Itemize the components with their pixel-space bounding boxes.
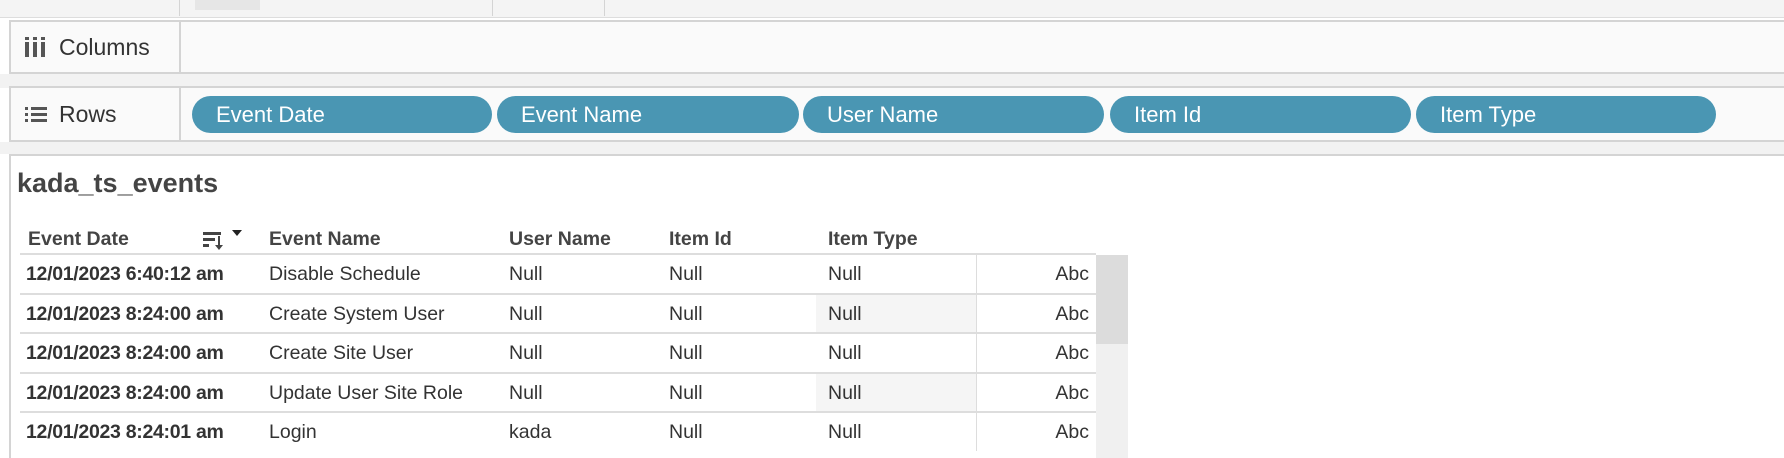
sort-descending-icon[interactable] bbox=[203, 228, 243, 250]
cell-event-date: 12/01/2023 6:40:12 am bbox=[26, 263, 224, 285]
pill-event-name[interactable]: Event Name bbox=[497, 96, 799, 133]
pill-event-date[interactable]: Event Date bbox=[192, 96, 492, 133]
divider bbox=[976, 294, 977, 333]
divider bbox=[179, 0, 180, 16]
cell-item-id: Null bbox=[669, 263, 703, 285]
vertical-scrollbar[interactable] bbox=[1096, 255, 1128, 458]
cell-shade bbox=[816, 294, 976, 333]
pill-item-type[interactable]: Item Type bbox=[1416, 96, 1716, 133]
cell-item-id: Null bbox=[669, 302, 703, 325]
cell-mark-abc: Abc bbox=[1055, 381, 1089, 404]
pill-user-name[interactable]: User Name bbox=[803, 96, 1104, 133]
cell-event-name: Update User Site Role bbox=[269, 381, 464, 404]
cell-user-name: Null bbox=[509, 263, 543, 285]
header-item-id[interactable]: Item Id bbox=[669, 228, 732, 250]
columns-shelf-label: Columns bbox=[11, 22, 181, 72]
cell-event-name: Create System User bbox=[269, 302, 445, 325]
scrollbar-thumb[interactable] bbox=[1096, 255, 1128, 344]
divider bbox=[976, 334, 977, 373]
cell-item-id: Null bbox=[669, 342, 703, 365]
rows-list-icon bbox=[25, 104, 47, 124]
divider bbox=[604, 0, 605, 16]
table-row[interactable]: 12/01/2023 8:24:01 am Login kada Null Null Ab… bbox=[20, 411, 1096, 452]
header-event-date[interactable]: Event Date bbox=[28, 228, 129, 250]
card-tab[interactable] bbox=[195, 0, 260, 10]
header-item-type[interactable]: Item Type bbox=[828, 228, 918, 250]
cell-item-type: Null bbox=[828, 302, 862, 325]
cell-event-name: Create Site User bbox=[269, 342, 414, 365]
divider bbox=[976, 413, 977, 452]
cell-user-name: kada bbox=[509, 421, 552, 444]
shelf-gap bbox=[0, 74, 1784, 88]
cell-mark-abc: Abc bbox=[1055, 302, 1089, 325]
cell-item-type: Null bbox=[828, 263, 862, 285]
table-row[interactable]: 12/01/2023 6:40:12 am Disable Schedule Nul… bbox=[20, 253, 1096, 293]
cell-event-date: 12/01/2023 8:24:00 am bbox=[26, 342, 224, 365]
rows-label: Rows bbox=[59, 100, 117, 127]
cell-event-date: 12/01/2023 8:24:01 am bbox=[26, 421, 224, 444]
table-row[interactable]: 12/01/2023 8:24:00 am Create System User N… bbox=[20, 292, 1096, 333]
columns-shelf[interactable]: Columns bbox=[9, 20, 1784, 74]
cell-event-name: Login bbox=[269, 421, 317, 444]
cell-event-date: 12/01/2023 8:24:00 am bbox=[26, 302, 224, 325]
cell-mark-abc: Abc bbox=[1055, 263, 1089, 285]
cell-mark-abc: Abc bbox=[1055, 342, 1089, 365]
rows-shelf[interactable]: Rows Event Date Event Name User Name Ite… bbox=[9, 86, 1784, 142]
divider bbox=[976, 373, 977, 412]
table-row[interactable]: 12/01/2023 8:24:00 am Update User Site Ro… bbox=[20, 371, 1096, 412]
columns-icon bbox=[25, 37, 47, 57]
sheet-title: kada_ts_events bbox=[17, 168, 219, 198]
cell-item-id: Null bbox=[669, 381, 703, 404]
toolbar-strip bbox=[0, 0, 1784, 18]
cell-user-name: Null bbox=[509, 342, 543, 365]
cell-user-name: Null bbox=[509, 302, 543, 325]
cell-item-type: Null bbox=[828, 342, 862, 365]
columns-label: Columns bbox=[59, 33, 150, 60]
cell-user-name: Null bbox=[509, 381, 543, 404]
cell-event-date: 12/01/2023 8:24:00 am bbox=[26, 381, 224, 404]
rows-shelf-label: Rows bbox=[11, 88, 181, 140]
cell-item-id: Null bbox=[669, 421, 703, 444]
cell-item-type: Null bbox=[828, 381, 862, 404]
header-user-name[interactable]: User Name bbox=[509, 228, 611, 250]
table-row[interactable]: 12/01/2023 8:24:00 am Create Site User Nul… bbox=[20, 332, 1096, 373]
cell-shade bbox=[816, 373, 976, 412]
cell-event-name: Disable Schedule bbox=[269, 263, 421, 285]
pill-item-id[interactable]: Item Id bbox=[1110, 96, 1411, 133]
divider bbox=[492, 0, 493, 16]
cell-item-type: Null bbox=[828, 421, 862, 444]
header-event-name[interactable]: Event Name bbox=[269, 228, 381, 250]
cell-mark-abc: Abc bbox=[1055, 421, 1089, 444]
divider bbox=[976, 255, 977, 293]
shelf-gap bbox=[0, 142, 1784, 154]
